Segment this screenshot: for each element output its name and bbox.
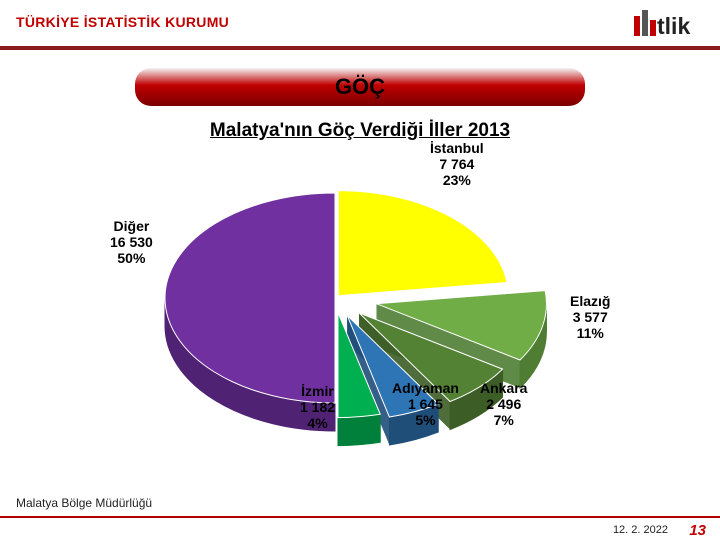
slice-label: İstanbul7 76423% — [430, 140, 484, 188]
tuik-logo-icon: tlik — [634, 8, 704, 47]
title-text: GÖÇ — [335, 74, 385, 100]
footer-office: Malatya Bölge Müdürlüğü — [16, 496, 152, 510]
slice-label: Elazığ3 57711% — [570, 293, 610, 341]
footer-divider — [0, 516, 720, 518]
slice-label: Ankara2 4967% — [480, 380, 527, 428]
chart-subtitle: Malatya'nın Göç Verdiği İller 2013 — [0, 120, 720, 142]
title-bar: GÖÇ — [135, 68, 585, 106]
footer-page-number: 13 — [689, 522, 706, 539]
svg-text:tlik: tlik — [657, 13, 690, 39]
slice-label: İzmir1 1824% — [300, 383, 335, 431]
pie-chart: İstanbul7 76423%Elazığ3 57711%Ankara2 49… — [0, 148, 720, 478]
slice-label: Diğer16 53050% — [110, 218, 153, 266]
footer-date: 12. 2. 2022 — [613, 524, 668, 536]
org-name: TÜRKİYE İSTATİSTİK KURUMU — [16, 14, 229, 30]
slice-label: Adıyaman1 6455% — [392, 380, 459, 428]
footer: Malatya Bölge Müdürlüğü 12. 2. 2022 13 — [0, 500, 720, 540]
header-bar: TÜRKİYE İSTATİSTİK KURUMU tlik — [0, 0, 720, 50]
